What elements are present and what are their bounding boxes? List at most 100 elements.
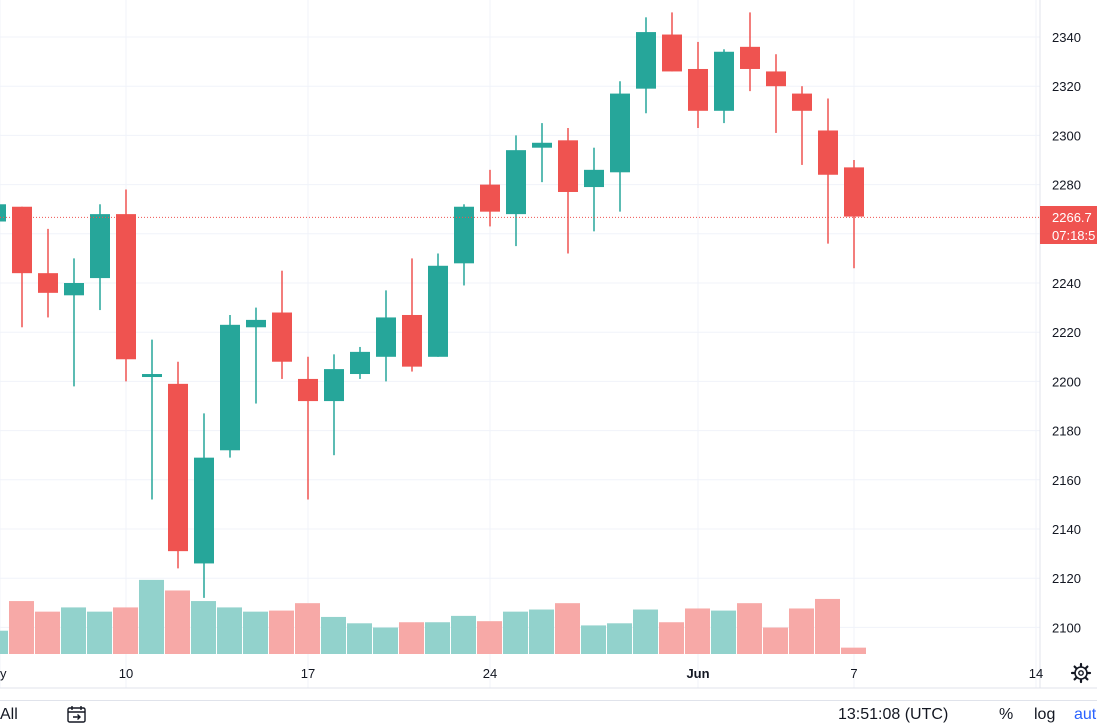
volume-bar <box>295 603 320 654</box>
time-tick-label: Jun <box>686 666 709 681</box>
price-tick-label: 2140 <box>1052 522 1081 537</box>
candle-series[interactable] <box>0 12 864 598</box>
volume-bar <box>711 610 736 654</box>
volume-bar <box>321 616 346 654</box>
candle[interactable] <box>766 54 786 133</box>
volume-bar <box>503 611 528 654</box>
candle-body <box>428 265 448 357</box>
candle[interactable] <box>532 123 552 183</box>
candle[interactable] <box>350 346 370 379</box>
volume-series <box>0 579 866 654</box>
time-tick-label: 14 <box>1029 666 1043 681</box>
clock-timezone-button[interactable]: 13:51:08 (UTC) <box>838 706 949 723</box>
volume-bar <box>0 630 8 654</box>
volume-bar <box>815 598 840 654</box>
candle[interactable] <box>12 206 32 328</box>
candle[interactable] <box>740 12 760 92</box>
percent-scale-toggle[interactable]: % <box>999 706 1014 723</box>
candle[interactable] <box>558 128 578 254</box>
candle[interactable] <box>168 361 188 569</box>
candle[interactable] <box>506 135 526 247</box>
volume-bar <box>659 622 684 654</box>
candle[interactable] <box>688 41 708 129</box>
price-tick-label: 2180 <box>1052 424 1081 439</box>
volume-bar <box>451 615 476 654</box>
candle[interactable] <box>844 160 864 269</box>
candle[interactable] <box>610 81 630 212</box>
price-axis[interactable]: 2100212021402160218022002220224022602280… <box>1052 30 1081 635</box>
candle[interactable] <box>246 307 266 404</box>
time-tick-label: 7 <box>850 666 857 681</box>
price-tick-label: 2200 <box>1052 374 1081 389</box>
candle[interactable] <box>194 413 214 598</box>
last-price-label-bg <box>1040 206 1097 244</box>
volume-bar <box>763 627 788 654</box>
volume-bar <box>347 623 372 654</box>
range-all-button[interactable]: All <box>0 706 18 723</box>
chart-canvas[interactable]: 2100212021402160218022002220224022602280… <box>0 0 1097 700</box>
candle-body <box>766 71 786 87</box>
candle[interactable] <box>454 204 474 286</box>
candle-body <box>844 167 864 217</box>
candle[interactable] <box>90 204 110 311</box>
candle[interactable] <box>480 169 500 227</box>
candle[interactable] <box>662 12 682 72</box>
last-price-label: 2266.7 07:18:5 <box>1040 206 1097 244</box>
candle[interactable] <box>584 147 604 232</box>
price-tick-label: 2160 <box>1052 473 1081 488</box>
volume-bar <box>633 609 658 654</box>
price-tick-label: 2300 <box>1052 128 1081 143</box>
candle-body <box>272 312 292 362</box>
last-price-value: 2266.7 <box>1052 210 1092 225</box>
candle[interactable] <box>636 17 656 114</box>
candle[interactable] <box>402 258 422 372</box>
candle-body <box>194 457 214 564</box>
candle-body <box>506 150 526 215</box>
candle-body <box>350 351 370 375</box>
volume-bar <box>269 610 294 654</box>
candle-body <box>584 169 604 188</box>
volume-bar <box>607 623 632 654</box>
candle-body <box>64 283 84 296</box>
candle[interactable] <box>376 290 396 382</box>
candle[interactable] <box>38 228 58 318</box>
volume-bar <box>581 625 606 654</box>
time-tick-label: 17 <box>301 666 315 681</box>
candle[interactable] <box>142 339 162 500</box>
gear-icon[interactable] <box>1070 662 1092 684</box>
candle[interactable] <box>116 189 136 382</box>
candle[interactable] <box>324 354 344 456</box>
candle-body <box>454 206 474 264</box>
log-scale-toggle[interactable]: log <box>1034 706 1056 723</box>
candle[interactable] <box>818 98 838 244</box>
price-tick-label: 2100 <box>1052 620 1081 635</box>
candle[interactable] <box>0 194 6 228</box>
candle[interactable] <box>220 314 240 458</box>
volume-bar <box>373 627 398 654</box>
goto-date-icon[interactable] <box>66 705 88 725</box>
auto-scale-toggle[interactable]: aut <box>1074 706 1097 723</box>
volume-bar <box>841 647 866 654</box>
candle[interactable] <box>64 258 84 387</box>
candle-body <box>38 273 58 293</box>
candle-body <box>298 378 318 402</box>
candle-body <box>792 93 812 111</box>
price-tick-label: 2120 <box>1052 571 1081 586</box>
volume-bar <box>399 622 424 654</box>
candle[interactable] <box>298 356 318 500</box>
time-axis[interactable]: y101724Jun7142125 <box>0 666 1097 681</box>
candle-body <box>480 184 500 212</box>
candle[interactable] <box>272 270 292 379</box>
candle-body <box>740 46 760 69</box>
candle[interactable] <box>714 49 734 124</box>
volume-bar <box>789 608 814 654</box>
price-tick-label: 2280 <box>1052 178 1081 193</box>
volume-bar <box>555 603 580 654</box>
volume-bar <box>191 601 216 654</box>
candle[interactable] <box>428 253 448 357</box>
candle-body <box>610 93 630 173</box>
candle-body <box>376 317 396 357</box>
candle[interactable] <box>792 86 812 165</box>
volume-bar <box>35 611 60 654</box>
